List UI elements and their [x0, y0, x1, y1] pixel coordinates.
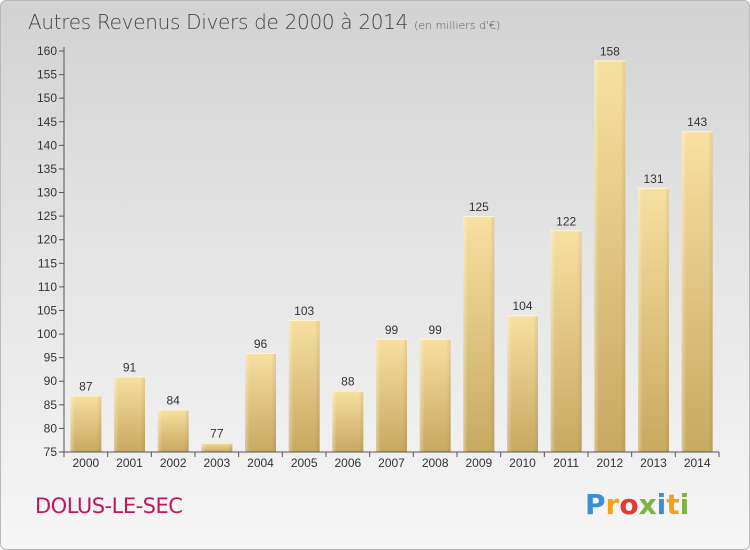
x-tick-label: 2009 [465, 456, 492, 470]
bar-shade [681, 131, 713, 452]
logo-letter: r [605, 488, 620, 521]
y-tick-label: 125 [37, 209, 57, 223]
bar-shade [507, 315, 538, 452]
bar-shade [638, 187, 669, 452]
bar-shade [114, 376, 145, 452]
x-tick-label: 2001 [116, 456, 143, 470]
x-tick-label: 2007 [378, 456, 405, 470]
value-labels: 87 91 84 77 96 103 88 99 99 125 104 122 158 131 143 [79, 44, 707, 440]
bar-shade [550, 230, 582, 452]
y-tick-label: 145 [37, 115, 57, 129]
x-tick-label: 2005 [291, 456, 318, 470]
y-tick-label: 155 [37, 68, 57, 82]
data-label: 143 [687, 115, 707, 129]
chart-title: Autres Revenus Divers de 2000 à 2014 (en … [28, 10, 500, 34]
bar-shade [594, 60, 626, 452]
bar-shade [419, 338, 451, 452]
x-tick-label: 2006 [334, 456, 361, 470]
logo-letter: o [619, 488, 639, 521]
y-tick-label: 120 [37, 233, 57, 247]
bars [70, 60, 713, 452]
y-tick-label: 150 [37, 91, 57, 105]
x-tick-label: 2004 [247, 456, 274, 470]
bar-shade [463, 216, 495, 452]
x-axis: 2000 2001 2002 2003 2004 2005 2006 2007 2008 2009… [63, 451, 720, 470]
logo-letter: P [585, 488, 606, 521]
data-label: 96 [254, 337, 268, 351]
data-label: 125 [469, 200, 489, 214]
logo-letter: x [638, 488, 657, 521]
bar-shade [157, 409, 189, 452]
logo-letter: i [679, 488, 690, 521]
data-label: 122 [556, 214, 576, 228]
y-axis: 75 80 85 90 95 100 105 110 115 120 125 130 135 140 145… [37, 44, 65, 459]
data-label: 99 [385, 323, 399, 337]
data-label: 91 [123, 361, 137, 375]
bar-shade [245, 352, 276, 452]
y-tick-label: 95 [44, 351, 58, 365]
chart-subtitle: (en milliers d'€) [414, 19, 501, 32]
data-label: 77 [210, 427, 224, 441]
y-tick-label: 90 [44, 374, 58, 388]
data-label: 131 [643, 172, 663, 186]
y-tick-label: 100 [37, 327, 57, 341]
bar-shade [201, 442, 233, 452]
data-label: 87 [79, 379, 93, 393]
y-tick-label: 160 [37, 44, 57, 58]
x-tick-label: 2014 [684, 456, 711, 470]
bar-shade [288, 319, 320, 452]
y-tick-label: 75 [44, 445, 58, 459]
data-label: 103 [294, 304, 314, 318]
y-tick-label: 80 [44, 421, 58, 435]
x-tick-label: 2012 [596, 456, 623, 470]
y-tick-label: 85 [44, 398, 58, 412]
x-tick-label: 2000 [72, 456, 99, 470]
bar-shade [70, 395, 102, 452]
bar-shade [376, 338, 407, 452]
data-label: 99 [428, 323, 442, 337]
x-tick-label: 2008 [422, 456, 449, 470]
logo-letter: t [666, 488, 680, 521]
bar-shade [332, 390, 364, 452]
data-label: 158 [600, 44, 620, 58]
x-tick-label: 2002 [160, 456, 187, 470]
y-tick-label: 115 [38, 256, 57, 270]
x-tick-label: 2013 [640, 456, 667, 470]
logo-letter: i [656, 488, 667, 521]
y-tick-label: 110 [38, 280, 57, 294]
x-tick-label: 2010 [509, 456, 536, 470]
y-tick-label: 135 [37, 162, 57, 176]
proxiti-logo[interactable]: Proxiti [585, 488, 689, 521]
commune-name: DOLUS-LE-SEC [35, 494, 183, 518]
data-label: 104 [512, 299, 532, 313]
data-label: 88 [341, 375, 355, 389]
y-tick-label: 105 [37, 303, 57, 317]
data-label: 84 [166, 394, 180, 408]
x-tick-label: 2011 [553, 456, 579, 470]
x-tick-label: 2003 [203, 456, 230, 470]
y-tick-label: 130 [37, 186, 57, 200]
y-tick-label: 140 [37, 138, 57, 152]
chart-title-text: Autres Revenus Divers de 2000 à 2014 [28, 10, 409, 34]
